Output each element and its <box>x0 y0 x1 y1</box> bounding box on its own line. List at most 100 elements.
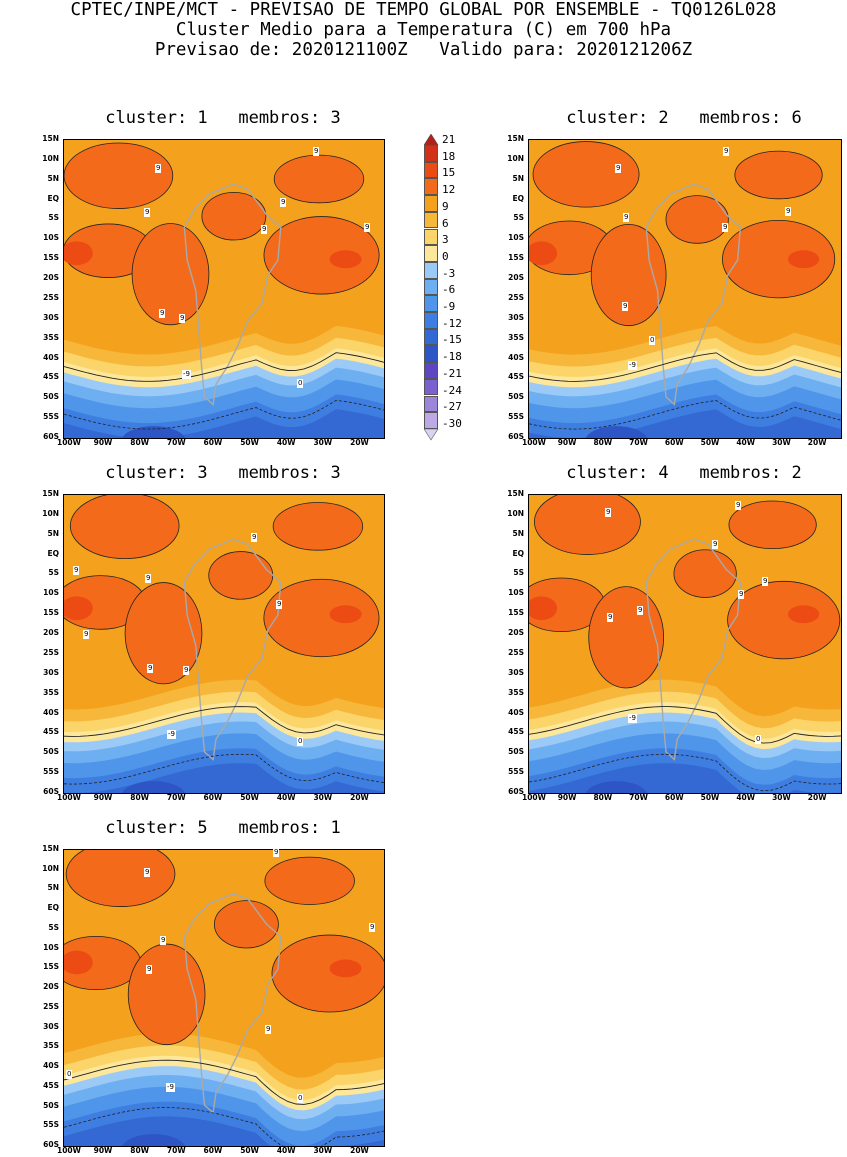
cold-core <box>585 426 647 438</box>
contour-label: -9 <box>628 714 637 723</box>
lat-tick-label: 30S <box>508 312 524 322</box>
contour-label: 9 <box>144 868 151 877</box>
contour-zero <box>64 706 384 737</box>
lat-tick-label: 5S <box>513 213 524 223</box>
lon-tick-label: 40W <box>276 793 296 802</box>
contour-label: 9 <box>273 848 280 857</box>
warm-core <box>529 596 558 621</box>
lat-tick-label: EQ <box>47 548 60 558</box>
warm-region <box>727 580 841 660</box>
lat-tick-label: 45S <box>43 372 59 382</box>
contour-label: 9 <box>762 577 769 586</box>
colorbar-label: 15 <box>442 166 456 180</box>
lon-tick-label: 100W <box>522 438 546 447</box>
temperature-map <box>63 494 385 794</box>
header-line-3: Previsao de: 2020121100Z Valido para: 20… <box>154 40 693 60</box>
colorbar-arrow-bottom <box>424 428 439 441</box>
lon-tick-label: 30W <box>772 438 791 447</box>
lon-tick-label: 90W <box>93 793 113 802</box>
contour-label: 9 <box>73 566 80 575</box>
warm-region <box>534 495 641 555</box>
lat-tick-label: 10S <box>43 233 59 243</box>
warm-region <box>69 495 180 559</box>
lat-tick-label: 40S <box>43 352 59 362</box>
warm-region <box>201 191 267 241</box>
lat-tick-label: 5N <box>512 173 525 183</box>
warm-core <box>787 605 820 624</box>
colorbar-label: -27 <box>442 400 462 414</box>
warm-core <box>64 950 93 975</box>
contour-label: 9 <box>637 606 644 615</box>
lon-tick-label: 70W <box>629 793 648 802</box>
contour-negative <box>64 399 384 430</box>
warm-region <box>722 219 836 299</box>
lat-tick-label: 50S <box>43 392 59 402</box>
colorbar-swatch <box>424 395 438 413</box>
warm-region <box>208 551 274 600</box>
lat-tick-label: 60S <box>43 432 59 441</box>
contour-label: 9 <box>261 225 268 234</box>
lon-tick-label: 20W <box>350 1146 369 1155</box>
lat-tick-label: 25S <box>43 647 59 657</box>
warm-core <box>329 959 362 978</box>
lat-tick-label: EQ <box>512 193 525 203</box>
contour-label: 9 <box>155 164 162 173</box>
contour-label: 9 <box>276 600 283 609</box>
lon-tick-label: 50W <box>240 1146 259 1155</box>
lon-tick-label: 90W <box>557 438 577 447</box>
lon-tick-label: 70W <box>166 438 186 447</box>
lat-tick-label: 40S <box>508 352 524 362</box>
cold-core <box>585 781 647 793</box>
warm-core <box>529 241 558 266</box>
contour-label: 9 <box>615 164 622 173</box>
temperature-map <box>528 139 842 439</box>
cluster-title: cluster: 3 membros: 3 <box>105 463 341 483</box>
contour-label: 9 <box>146 965 153 974</box>
lon-tick-label: 50W <box>700 438 720 447</box>
coastline <box>645 183 742 406</box>
temperature-band <box>64 409 384 438</box>
lat-tick-label: 35S <box>43 1041 59 1051</box>
lat-tick-label: 20S <box>43 273 59 283</box>
warm-region <box>734 150 823 200</box>
lon-tick-label: 20W <box>350 793 369 802</box>
contour-label: -9 <box>182 370 191 379</box>
contour-label: 9 <box>723 147 730 156</box>
lon-tick-label: 70W <box>166 1146 186 1155</box>
lat-tick-label: 15S <box>43 253 59 263</box>
lat-tick-label: 10S <box>508 588 524 598</box>
coastline <box>183 893 282 1115</box>
warm-region <box>532 141 640 208</box>
lat-tick-label: 50S <box>508 747 524 757</box>
warm-region <box>127 943 206 1046</box>
contour-label: 9 <box>722 223 729 232</box>
colorbar-swatch <box>424 362 438 379</box>
lon-tick-label: 20W <box>807 793 827 802</box>
lat-tick-label: 10N <box>42 153 59 163</box>
contour-label: 9 <box>159 309 166 318</box>
warm-region <box>213 900 279 949</box>
colorbar-label: 12 <box>442 183 456 197</box>
contour-label: 9 <box>712 540 719 549</box>
lat-tick-label: 10N <box>42 508 59 518</box>
contour-zero <box>64 352 384 382</box>
colorbar-swatch <box>424 345 438 363</box>
lat-tick-label: 50S <box>508 392 524 402</box>
contour-zero <box>64 1059 384 1105</box>
lon-tick-label: 80W <box>130 438 149 447</box>
lon-tick-label: 90W <box>557 793 577 802</box>
lon-tick-label: 50W <box>240 438 259 447</box>
warm-core <box>64 241 93 266</box>
lat-tick-label: 55S <box>508 412 524 422</box>
contour-label: 9 <box>622 302 629 311</box>
contour-negative <box>529 400 841 430</box>
lat-tick-label: 55S <box>508 767 524 777</box>
contour-label: 9 <box>605 508 612 517</box>
lat-tick-label: 15N <box>42 844 59 853</box>
contour-label: 9 <box>160 936 167 945</box>
temperature-map <box>528 494 842 794</box>
lon-tick-label: 50W <box>700 793 720 802</box>
contour-label: 9 <box>369 923 376 932</box>
lat-tick-label: 45S <box>508 727 524 737</box>
contour-label: 9 <box>183 666 190 675</box>
